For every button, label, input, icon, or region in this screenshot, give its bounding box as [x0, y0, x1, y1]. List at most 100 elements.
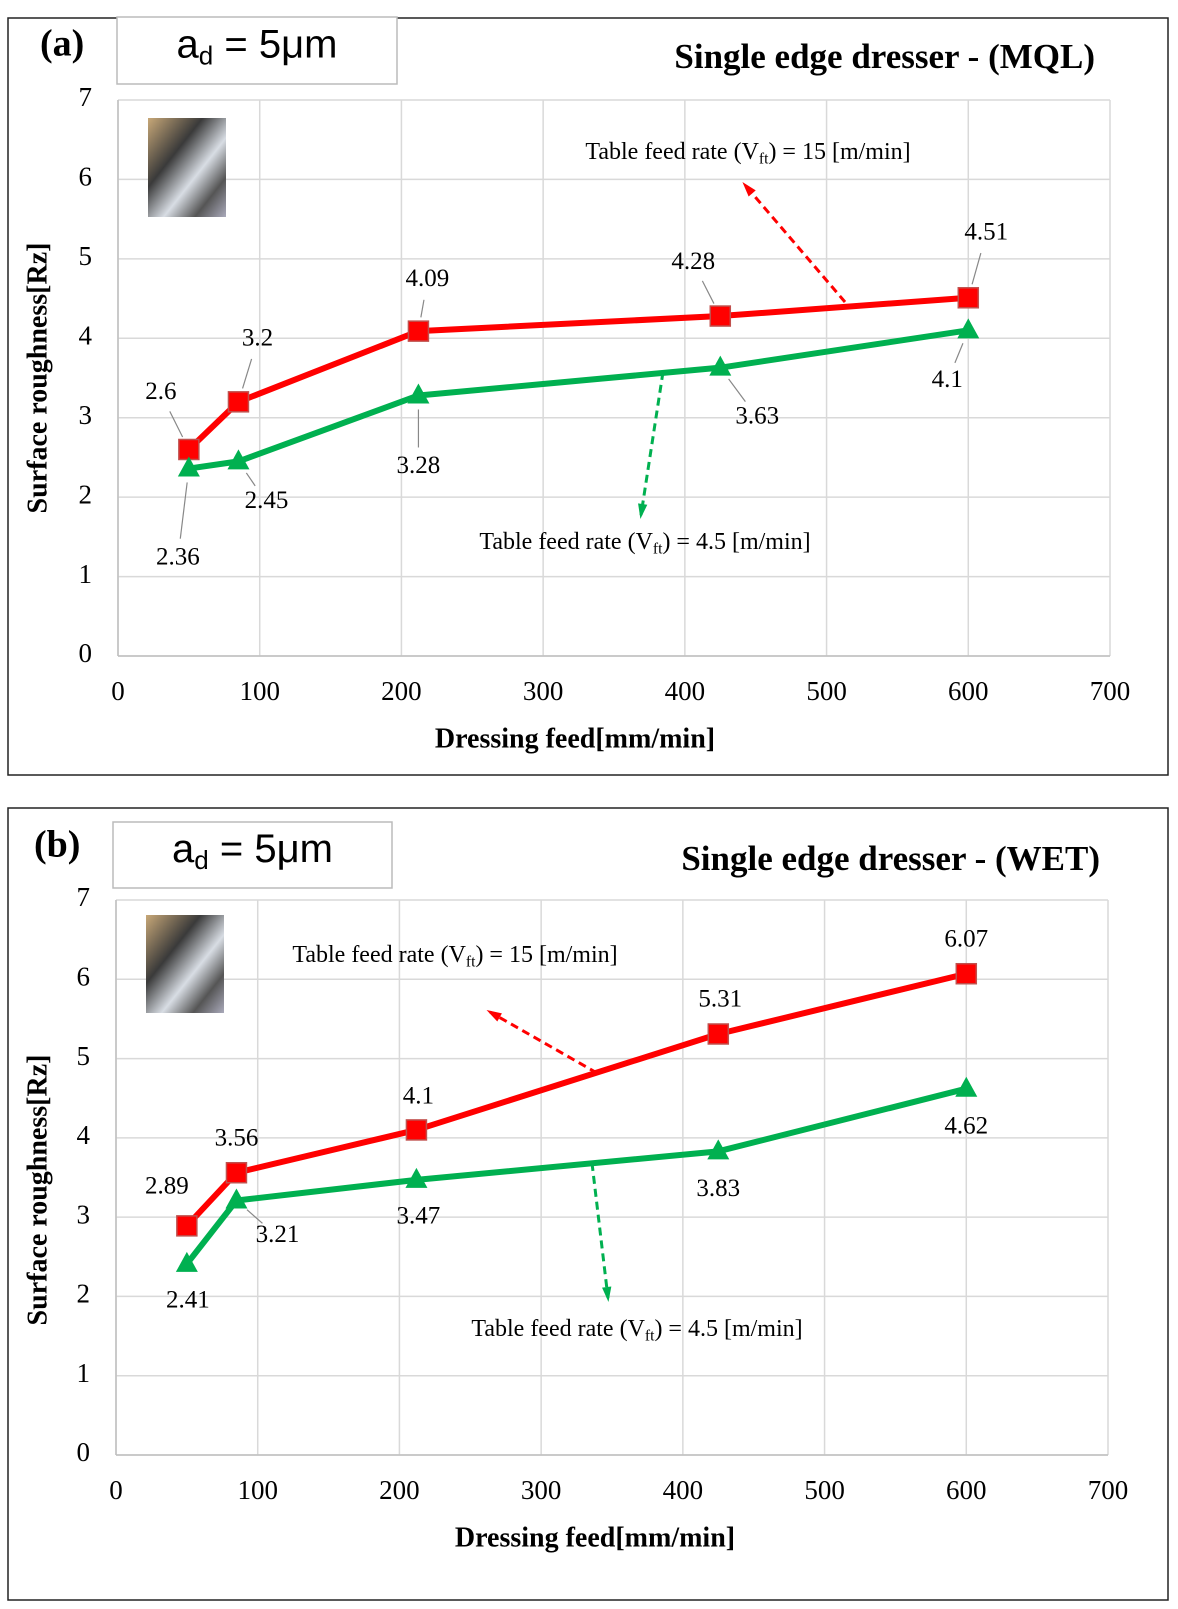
- y-tick-label: 1: [79, 559, 93, 589]
- y-tick-label: 4: [77, 1120, 91, 1150]
- data-label: 3.83: [696, 1175, 740, 1202]
- x-tick-label: 700: [1088, 1475, 1129, 1505]
- y-tick-label: 7: [77, 882, 91, 912]
- marker: [227, 449, 250, 470]
- leader-line: [954, 343, 964, 364]
- data-label: 4.62: [944, 1112, 988, 1139]
- x-tick-label: 0: [109, 1475, 123, 1505]
- y-tick-label: 0: [79, 638, 93, 668]
- marker: [175, 1251, 198, 1272]
- marker: [227, 391, 250, 413]
- leader-line: [179, 482, 188, 539]
- marker: [709, 305, 732, 327]
- marker: [957, 318, 980, 339]
- marker: [955, 962, 978, 985]
- y-tick-label: 6: [77, 961, 91, 991]
- x-tick-label: 700: [1090, 676, 1131, 706]
- x-tick-label: 600: [946, 1475, 987, 1505]
- data-label: 2.36: [156, 543, 200, 570]
- marker: [707, 1139, 730, 1160]
- series-note-part: ) = 4.5 [m/min]: [654, 1316, 802, 1342]
- leader-line: [241, 358, 253, 389]
- note-arrowhead: [486, 1010, 502, 1022]
- data-label: 3.21: [256, 1221, 300, 1248]
- y-tick-label: 7: [79, 82, 93, 112]
- y-tick-label: 5: [77, 1041, 91, 1071]
- series-note-part: Table feed rate (V: [292, 942, 466, 968]
- x-tick-label: 400: [665, 676, 706, 706]
- marker: [407, 320, 430, 342]
- x-tick-label: 100: [239, 676, 280, 706]
- y-tick-label: 0: [77, 1437, 91, 1467]
- data-label: 6.07: [944, 925, 988, 952]
- x-tick-label: 0: [111, 676, 125, 706]
- x-tick-label: 200: [381, 676, 422, 706]
- data-label: 2.6: [145, 378, 176, 405]
- y-tick-label: 3: [77, 1199, 91, 1229]
- note-arrow: [743, 184, 847, 303]
- box-label-part: d: [199, 41, 213, 71]
- x-tick-label: 100: [237, 1475, 278, 1505]
- data-label: 5.31: [698, 986, 742, 1013]
- panel-frame: [7, 17, 1169, 776]
- x-tick-label: 200: [379, 1475, 420, 1505]
- data-label: 3.47: [397, 1203, 441, 1230]
- leader-line: [246, 1209, 263, 1224]
- y-tick-label: 2: [77, 1279, 91, 1309]
- y-tick-label: 4: [79, 320, 93, 350]
- marker: [176, 1215, 198, 1237]
- y-axis-title: Surface roughness[Rz]: [22, 1055, 53, 1326]
- x-tick-label: 500: [806, 676, 847, 706]
- chart-title: Single edge dresser - (WET): [681, 839, 1100, 878]
- y-tick-label: 5: [79, 241, 93, 271]
- data-label: 2.89: [145, 1173, 189, 1200]
- data-label: 3.63: [735, 402, 779, 429]
- box-label-part: d: [194, 845, 208, 875]
- marker: [955, 1076, 978, 1097]
- y-tick-label: 1: [77, 1358, 91, 1388]
- note-arrowhead: [602, 1286, 612, 1302]
- series-note: Table feed rate (Vft) = 15 [m/min]: [585, 139, 910, 168]
- note-arrow: [639, 371, 665, 516]
- box-label-part: = 5μm: [209, 827, 333, 871]
- leader-line: [169, 411, 184, 438]
- x-tick-label: 600: [948, 676, 989, 706]
- series-note-part: ft: [653, 540, 663, 557]
- panel-label: (a): [40, 23, 84, 65]
- label-box: [112, 821, 393, 889]
- marker: [225, 1161, 248, 1184]
- leader-line: [701, 280, 715, 304]
- series-note-part: Table feed rate (V: [479, 529, 653, 555]
- note-arrow: [590, 1162, 610, 1299]
- y-tick-label: 6: [79, 162, 93, 192]
- data-label: 4.28: [671, 248, 715, 275]
- x-axis-title: Dressing feed[mm/min]: [435, 723, 715, 754]
- tool-photo: [148, 118, 226, 217]
- note-arrowhead: [742, 181, 756, 197]
- series-note-part: ) = 15 [m/min]: [475, 942, 617, 968]
- data-label: 4.09: [406, 265, 450, 292]
- series-note: Table feed rate (Vft) = 15 [m/min]: [292, 942, 617, 971]
- leader-line: [728, 378, 746, 402]
- data-label: 4.51: [964, 219, 1008, 246]
- leader-line: [971, 252, 982, 285]
- data-label: 4.1: [932, 366, 963, 393]
- series-note-part: ) = 15 [m/min]: [768, 139, 910, 165]
- leader-line: [420, 299, 425, 318]
- marker: [709, 355, 732, 376]
- note-arrow: [489, 1010, 598, 1075]
- x-tick-label: 500: [804, 1475, 845, 1505]
- series-note-part: ft: [645, 1327, 655, 1344]
- series-note: Table feed rate (Vft) = 4.5 [m/min]: [471, 1316, 802, 1345]
- box-label: ad = 5μm: [177, 22, 338, 71]
- series-line: [184, 1085, 968, 1266]
- data-label: 4.1: [403, 1083, 434, 1110]
- chart-title: Single edge dresser - (MQL): [674, 37, 1095, 76]
- y-tick-label: 3: [79, 400, 93, 430]
- y-axis-title: Surface roughness[Rz]: [22, 243, 53, 514]
- series-note-part: ft: [759, 150, 769, 167]
- series-line: [186, 294, 969, 452]
- series-line: [188, 327, 969, 472]
- box-label-part: a: [172, 827, 195, 871]
